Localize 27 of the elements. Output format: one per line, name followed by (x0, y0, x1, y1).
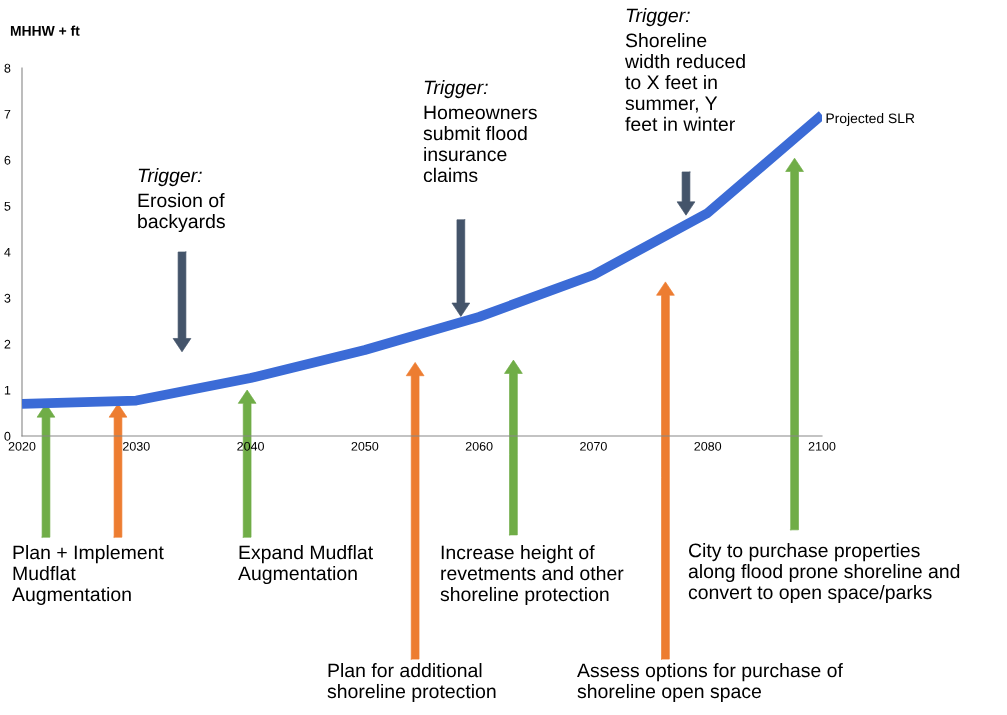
text: City to purchase properties along flood prone shoreline and convert to open space/parks (688, 543, 960, 604)
x-tick-label: 2060 (465, 441, 493, 451)
x-tick-label: 2030 (123, 441, 150, 451)
y-tick-label: 7 (4, 109, 11, 119)
text: Expand Mudflat Augmentation (238, 545, 373, 585)
x-tick-label: 2050 (351, 441, 379, 451)
x-tick-label: 2100 (808, 441, 836, 451)
series-label: Projected SLR (826, 113, 915, 126)
annotation: Trigger: Shoreline width reduced to X feet in summer, Y feet in winter (624, 8, 745, 132)
annotation: Trigger: Homeowners submit flood insurance claims (423, 80, 537, 183)
y-tick-label: 5 (4, 201, 11, 211)
text: Increase height of revetments and other shoreline protection (440, 545, 624, 606)
text: Assess options for purchase of shoreline open space (577, 663, 843, 703)
y-tick-label: 2 (4, 339, 11, 349)
text: Plan for additional shoreline protection (327, 663, 496, 703)
x-tick-label: 2070 (580, 441, 607, 451)
y-tick-label: 4 (4, 247, 11, 257)
text: Plan + Implement Mudflat Augmentation (12, 545, 164, 606)
y-tick-label: 8 (4, 63, 11, 73)
y-tick-label: 3 (4, 293, 11, 303)
y-tick-label: 0 (4, 431, 11, 441)
y-tick-label: 1 (4, 385, 11, 395)
annotation: Trigger: Erosion of backyards (138, 168, 225, 233)
x-tick-label: 2020 (8, 441, 36, 451)
x-tick-label: 2080 (694, 441, 722, 451)
y-axis-title: MHHW + ft (10, 25, 80, 36)
y-tick-label: 6 (4, 155, 11, 165)
